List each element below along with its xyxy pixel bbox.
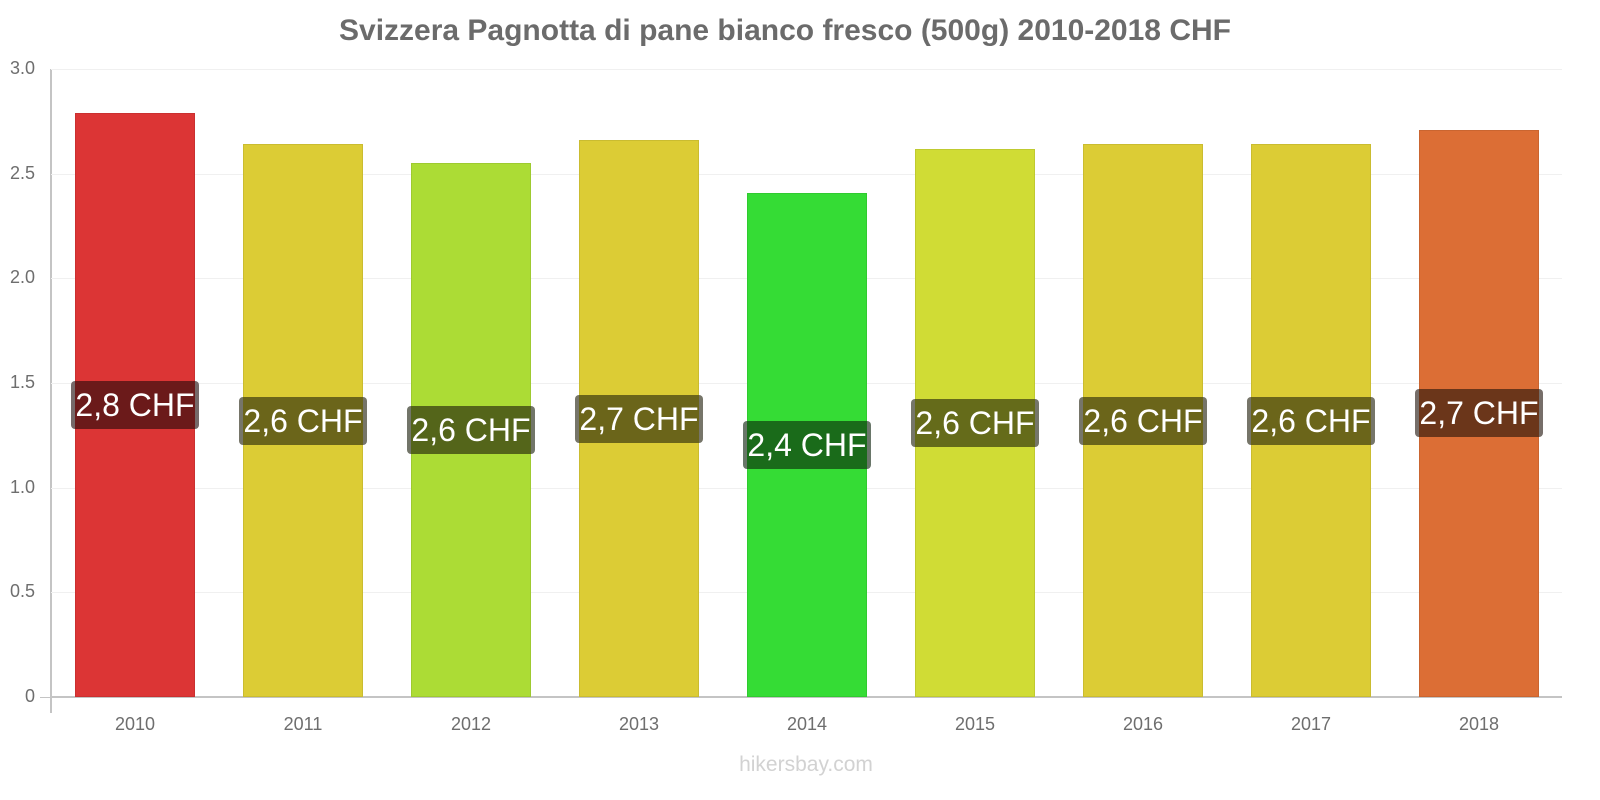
y-axis-zero-tick [40,697,51,698]
data-label: 2,6 CHF [1247,397,1375,445]
data-label: 2,6 CHF [407,406,535,454]
y-tick-label: 1.0 [9,477,35,497]
y-axis-line [50,69,52,713]
data-label: 2,6 CHF [239,397,367,445]
gridline [51,69,1562,70]
x-tick-label: 2018 [1458,714,1500,734]
data-label: 2,7 CHF [575,395,703,443]
x-tick-label: 2015 [954,714,996,734]
data-label: 2,6 CHF [911,399,1039,447]
y-tick-label: 2.0 [9,267,35,287]
data-label: 2,6 CHF [1079,397,1207,445]
chart-title: Svizzera Pagnotta di pane bianco fresco … [339,14,1231,47]
y-tick-label: 0 [24,686,35,706]
watermark: hikersbay.com [739,753,873,776]
gridline [51,174,1562,175]
x-tick-label: 2014 [786,714,828,734]
data-label: 2,8 CHF [71,381,199,429]
data-label: 2,4 CHF [743,421,871,469]
x-tick-label: 2012 [450,714,492,734]
y-tick-label: 3.0 [9,58,35,78]
x-tick-label: 2017 [1290,714,1332,734]
x-axis-line [51,696,1562,698]
x-tick-label: 2013 [618,714,660,734]
y-tick-label: 1.5 [9,372,35,392]
y-tick-label: 0.5 [9,581,35,601]
y-tick-label: 2.5 [9,163,35,183]
data-label: 2,7 CHF [1415,389,1543,437]
x-tick-label: 2011 [283,714,323,734]
x-tick-label: 2016 [1122,714,1164,734]
x-tick-label: 2010 [114,714,156,734]
